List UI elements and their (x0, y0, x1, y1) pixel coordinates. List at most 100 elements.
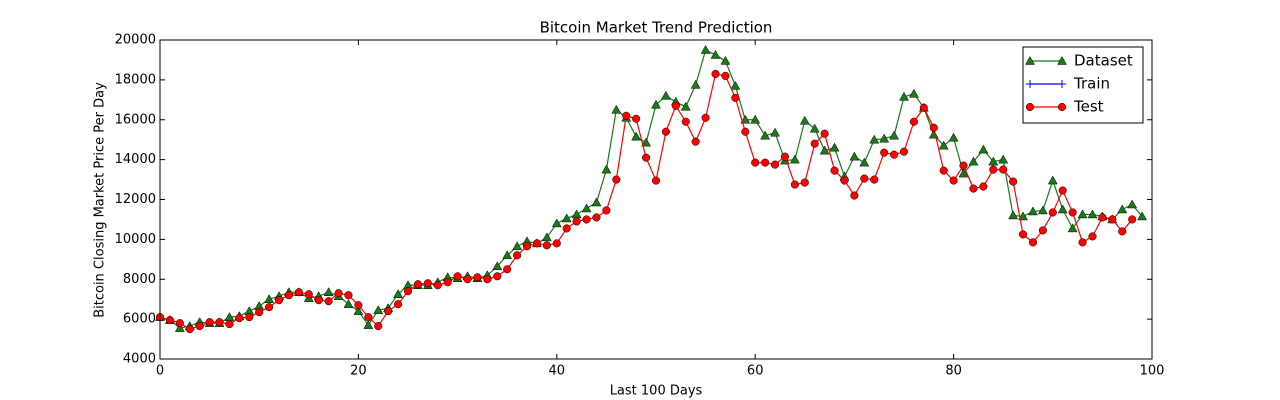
marker (323, 287, 334, 296)
marker (641, 137, 652, 147)
marker (889, 130, 900, 140)
marker (1098, 213, 1107, 222)
marker (880, 148, 889, 157)
y-tick-label: 18000 (115, 72, 156, 87)
marker (711, 69, 720, 78)
marker (999, 165, 1008, 174)
x-axis-label: Last 100 Days (610, 384, 703, 399)
marker (165, 316, 174, 325)
marker (1117, 204, 1128, 214)
legend-label: Test (1073, 98, 1104, 116)
marker (324, 297, 333, 306)
marker (660, 90, 671, 100)
marker (512, 241, 523, 251)
marker (979, 182, 988, 191)
marker (1057, 102, 1067, 112)
legend-label: Dataset (1074, 52, 1133, 70)
marker (374, 322, 383, 331)
marker (631, 131, 642, 141)
marker (860, 174, 869, 183)
marker (1038, 226, 1047, 235)
marker (622, 111, 631, 120)
marker (948, 132, 959, 142)
x-tick-label: 0 (156, 364, 164, 379)
marker (1058, 186, 1067, 195)
marker (1025, 55, 1035, 65)
marker (463, 275, 472, 284)
marker (235, 314, 244, 323)
marker (681, 117, 690, 126)
marker (264, 294, 275, 303)
marker (770, 127, 780, 137)
marker (393, 289, 404, 298)
y-tick-label: 14000 (115, 152, 156, 167)
marker (978, 144, 989, 154)
marker (819, 145, 830, 155)
marker (1077, 209, 1088, 219)
marker (513, 251, 522, 260)
marker (988, 156, 999, 166)
marker (591, 197, 602, 207)
marker (592, 213, 601, 222)
marker (1048, 208, 1057, 217)
marker (909, 117, 918, 126)
marker (840, 176, 849, 185)
marker (205, 318, 214, 327)
marker (384, 307, 393, 316)
marker (1057, 204, 1068, 214)
marker (1127, 199, 1138, 209)
marker (849, 151, 860, 161)
marker (423, 279, 432, 288)
marker (493, 272, 502, 281)
marker (532, 239, 542, 248)
marker (869, 134, 880, 144)
marker (473, 273, 482, 282)
marker (879, 133, 890, 143)
x-tick-label: 100 (1140, 364, 1165, 379)
marker (899, 91, 909, 101)
marker (761, 158, 770, 167)
marker (433, 281, 442, 290)
marker (1078, 238, 1087, 247)
x-tick-label: 40 (549, 364, 566, 379)
marker (680, 101, 691, 111)
marker (671, 101, 680, 110)
marker (364, 313, 373, 322)
marker (1128, 215, 1137, 224)
x-tick-label: 20 (350, 364, 367, 379)
plot-frame (159, 39, 1153, 360)
marker (572, 217, 581, 226)
marker (245, 313, 254, 322)
marker (700, 44, 711, 54)
marker (899, 147, 909, 156)
marker (830, 166, 839, 175)
marker (185, 325, 194, 334)
marker (1058, 80, 1066, 88)
y-tick-label: 10000 (115, 232, 156, 247)
marker (789, 154, 800, 164)
marker (174, 323, 185, 332)
marker (750, 114, 761, 124)
marker (651, 99, 661, 109)
y-tick-label: 12000 (115, 192, 156, 207)
marker (503, 265, 512, 274)
marker (938, 140, 949, 150)
marker (642, 153, 651, 162)
marker (1118, 227, 1127, 236)
marker (760, 130, 771, 140)
marker (661, 127, 670, 136)
marker (334, 289, 343, 298)
marker (1087, 209, 1098, 219)
marker (502, 250, 513, 260)
marker (690, 79, 701, 89)
marker (809, 123, 820, 133)
marker (1108, 215, 1117, 224)
y-tick-label: 4000 (123, 352, 156, 367)
marker (541, 232, 552, 242)
marker (790, 180, 799, 189)
series-line (159, 49, 1143, 329)
marker (810, 139, 819, 148)
marker (959, 161, 968, 170)
marker (740, 114, 751, 124)
